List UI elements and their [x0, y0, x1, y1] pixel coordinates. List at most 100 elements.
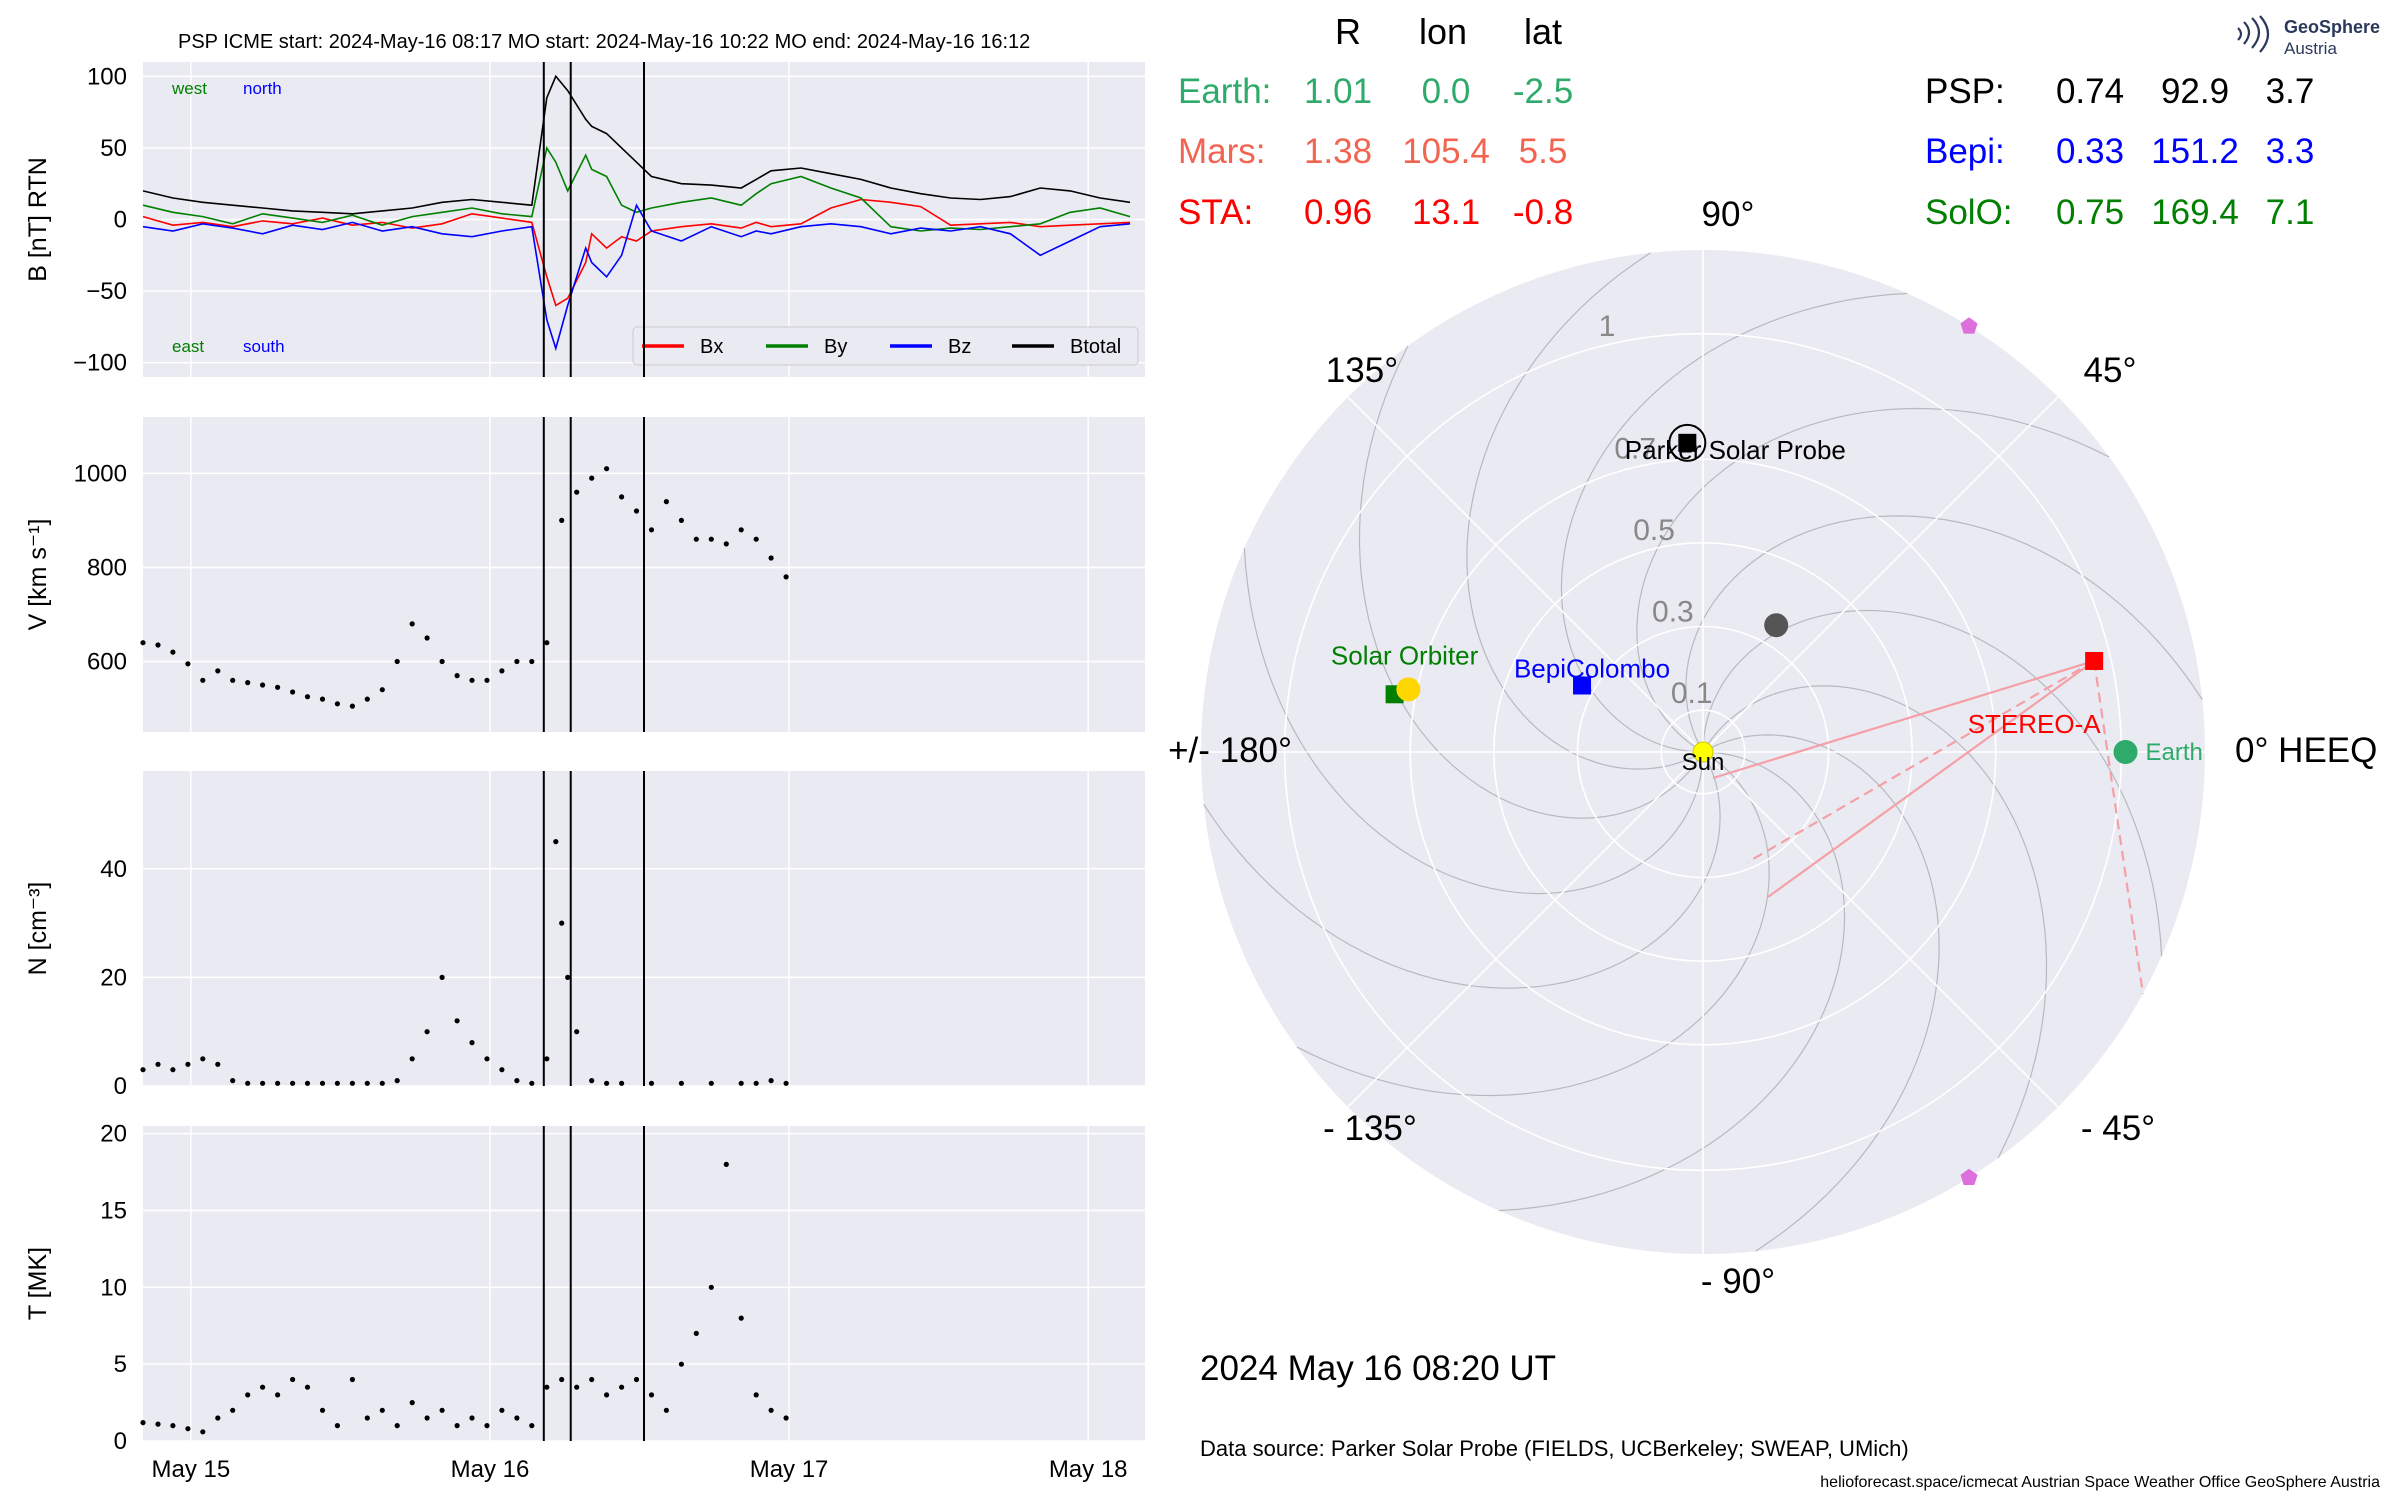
data-point	[334, 701, 340, 707]
body-marker-bepicolombo	[1573, 676, 1592, 695]
data-point	[260, 1080, 266, 1086]
y-tick-label: 800	[87, 554, 127, 581]
y-axis-label: N [cm⁻³]	[24, 882, 52, 976]
table-left-r: 1.01	[1304, 72, 1372, 111]
polar-spoke	[1347, 751, 1704, 1108]
data-point	[140, 1420, 146, 1426]
data-point	[155, 1061, 161, 1067]
table-left-lon: 0.0	[1422, 72, 1471, 111]
data-point	[379, 687, 385, 693]
data-point	[753, 1080, 759, 1086]
body-label-parker-solar-probe: Parker Solar Probe	[1625, 435, 1846, 465]
polar-spoke	[1702, 396, 2059, 753]
data-point	[484, 1056, 490, 1062]
legend-label-bx: Bx	[700, 336, 723, 358]
data-point	[394, 1078, 400, 1084]
data-point	[394, 658, 400, 665]
psp-ring	[1668, 423, 1707, 462]
data-point	[275, 1080, 281, 1086]
sta-line-dashed	[1747, 660, 2095, 863]
r-tick-label: 0.3	[1652, 596, 1694, 629]
annotation-north: north	[243, 79, 282, 98]
data-point	[245, 1392, 251, 1398]
data-point	[349, 1376, 355, 1383]
legend-box	[632, 326, 1139, 366]
legend-label-bz: Bz	[948, 336, 971, 358]
data-point	[544, 640, 550, 646]
data-point	[454, 1018, 460, 1024]
data-point	[633, 508, 640, 514]
table-right-lon: 151.2	[2151, 132, 2239, 171]
table-left-lat: 5.5	[1519, 132, 1568, 171]
data-point	[409, 1400, 415, 1406]
data-point	[185, 1061, 191, 1067]
table-left-lat: -0.8	[1513, 193, 1573, 232]
data-point	[200, 677, 206, 683]
data-point	[275, 1392, 281, 1398]
data-point	[499, 1407, 505, 1413]
data-point	[304, 1080, 311, 1086]
data-point	[469, 677, 475, 683]
table-left-name: STA:	[1178, 193, 1253, 232]
data-point	[529, 1423, 535, 1429]
data-point	[619, 494, 625, 500]
body-marker-pentagon1	[1960, 317, 1978, 334]
data-point	[260, 1384, 266, 1390]
angle-label: 45°	[2084, 351, 2137, 390]
body-label-solar-orbiter: Solar Orbiter	[1331, 640, 1479, 670]
data-point	[364, 696, 370, 702]
data-point	[304, 1384, 311, 1390]
data-point	[589, 1078, 595, 1084]
data-point	[574, 1029, 580, 1035]
table-left-name: Earth:	[1178, 72, 1271, 111]
data-point	[484, 677, 490, 683]
data-point	[424, 635, 430, 641]
data-point	[454, 1423, 460, 1429]
data-point	[424, 1029, 430, 1035]
angle-label: 90°	[1702, 195, 1755, 234]
data-point	[334, 1423, 340, 1429]
data-point	[140, 1067, 146, 1073]
table-left-lat: -2.5	[1513, 72, 1573, 111]
polar-spoke	[1702, 751, 2059, 1108]
data-point	[319, 1407, 326, 1413]
sta-line-solid	[1767, 660, 2095, 898]
data-point	[783, 1415, 789, 1421]
table-right-lat: 3.3	[2266, 132, 2315, 171]
r-tick-label: 1	[1599, 310, 1616, 343]
table-header-r: R	[1335, 11, 1361, 52]
y-axis-label: V [km s⁻¹]	[24, 519, 52, 631]
table-left-lon: 105.4	[1402, 132, 1490, 171]
table-right-r: 0.33	[2056, 132, 2124, 171]
data-point	[469, 1040, 475, 1046]
annotation-south: south	[243, 337, 285, 356]
data-point	[260, 682, 266, 688]
data-point	[304, 694, 311, 700]
table-left-r: 1.38	[1304, 132, 1372, 171]
data-point	[738, 1315, 744, 1321]
geosphere-logo: GeoSphere Austria	[2237, 15, 2380, 58]
sta-line-dashed	[2093, 660, 2145, 995]
data-point	[364, 1415, 370, 1421]
sta-line-solid	[1712, 659, 2095, 780]
data-point	[230, 677, 236, 683]
data-point	[663, 1407, 670, 1413]
table-header-lon: lon	[1419, 11, 1467, 52]
footer-source: Data source: Parker Solar Probe (FIELDS,…	[1200, 1436, 1909, 1461]
data-point	[469, 1415, 475, 1421]
logo-text-line2: Austria	[2284, 39, 2337, 58]
legend-label-btotal: Btotal	[1070, 336, 1121, 358]
body-label-sun: Sun	[1682, 749, 1725, 776]
data-point	[768, 1407, 774, 1413]
data-point	[155, 1421, 161, 1427]
data-point	[439, 1407, 445, 1413]
y-tick-label: −50	[86, 278, 127, 305]
y-tick-label: 0	[114, 1428, 127, 1455]
panel-B: 100 50 0 −50 −100 B [nT] RTN west north east sout…	[24, 62, 1145, 377]
body-label-bepicolombo: BepiColombo	[1514, 653, 1670, 683]
data-point	[768, 555, 774, 561]
series-line-bx	[142, 198, 1131, 307]
data-point	[170, 1067, 176, 1073]
body-label-earth: Earth	[2146, 739, 2203, 766]
